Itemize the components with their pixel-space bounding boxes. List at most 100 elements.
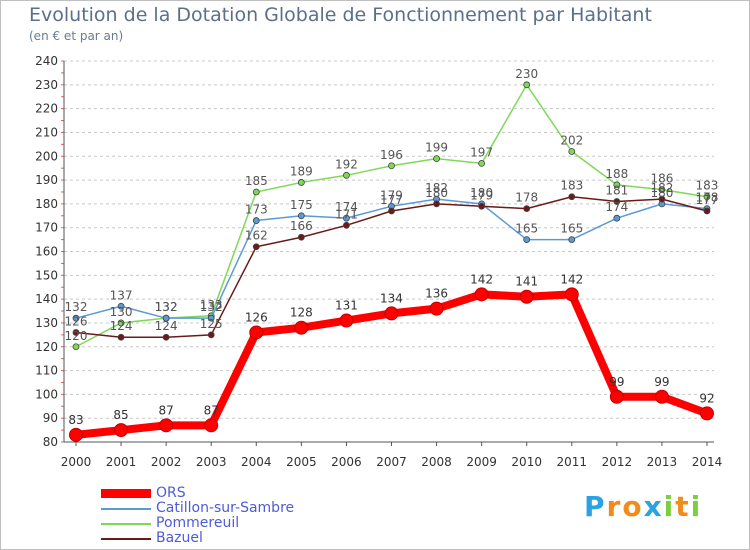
point-catillon-sur-sambre-2000 xyxy=(72,314,80,322)
legend-swatch-pommereuil xyxy=(101,523,151,525)
point-ors-2009 xyxy=(474,287,489,302)
point-ors-2006 xyxy=(339,313,354,328)
data-label-catillon-sur-sambre-2013: 180 xyxy=(650,186,673,200)
point-bazuel-2013 xyxy=(658,195,666,203)
legend: ORS Catillon-sur-Sambre Pommereuil Bazue… xyxy=(101,485,361,547)
logo-letter-5: i xyxy=(663,490,676,523)
point-pommereuil-2014 xyxy=(703,193,711,201)
data-label-pommereuil-2007: 196 xyxy=(380,148,403,162)
data-label-pommereuil-2009: 197 xyxy=(470,145,493,159)
y-tick-label-120: 120 xyxy=(35,340,58,354)
proxiti-logo: Proxiti xyxy=(584,490,702,523)
data-label-catillon-sur-sambre-2008: 182 xyxy=(425,181,448,195)
data-label-bazuel-2001: 124 xyxy=(110,319,133,333)
data-label-ors-2002: 87 xyxy=(158,403,173,417)
legend-label-ors: ORS xyxy=(156,485,186,501)
y-tick-label-190: 190 xyxy=(35,173,58,187)
point-ors-2002 xyxy=(159,418,174,433)
point-ors-2001 xyxy=(114,423,129,438)
series-layer xyxy=(69,81,714,442)
point-bazuel-2002 xyxy=(162,333,170,341)
logo-letter-6: t xyxy=(675,490,691,523)
data-label-catillon-sur-sambre-2014: 178 xyxy=(696,191,719,205)
point-ors-2013 xyxy=(654,389,669,404)
data-label-catillon-sur-sambre-2005: 175 xyxy=(290,198,313,212)
x-tick-label-2012: 2012 xyxy=(602,455,633,469)
chart-title: Evolution de la Dotation Globale de Fonc… xyxy=(29,4,652,26)
point-catillon-sur-sambre-2001 xyxy=(117,302,125,310)
legend-swatch-bazuel xyxy=(101,538,151,540)
point-ors-2010 xyxy=(519,289,534,304)
y-tick-label-220: 220 xyxy=(35,102,58,116)
point-catillon-sur-sambre-2012 xyxy=(613,214,621,222)
y-tick-label-150: 150 xyxy=(35,268,58,282)
point-ors-2000 xyxy=(69,427,83,442)
data-label-pommereuil-2005: 189 xyxy=(290,164,313,178)
logo-letter-2: r xyxy=(606,490,623,523)
data-label-ors-2014: 92 xyxy=(699,391,714,405)
x-tick-label-2006: 2006 xyxy=(331,455,362,469)
point-bazuel-2010 xyxy=(523,205,531,213)
legend-swatch-ors xyxy=(101,489,151,498)
data-label-bazuel-2012: 181 xyxy=(605,183,628,197)
data-label-bazuel-2006: 171 xyxy=(335,207,358,221)
point-catillon-sur-sambre-2005 xyxy=(297,212,305,220)
x-tick-label-2000: 2000 xyxy=(61,455,92,469)
y-tick-label-210: 210 xyxy=(35,125,58,139)
data-label-ors-2010: 141 xyxy=(515,275,538,289)
data-label-ors-2005: 128 xyxy=(290,306,313,320)
legend-item-pommereuil: Pommereuil xyxy=(101,515,361,532)
x-tick-label-2010: 2010 xyxy=(511,455,542,469)
legend-label-catillon: Catillon-sur-Sambre xyxy=(156,500,295,516)
data-label-pommereuil-2002: 132 xyxy=(155,300,178,314)
point-pommereuil-2008 xyxy=(433,155,440,163)
legend-swatch-catillon xyxy=(101,508,151,510)
y-tick-label-140: 140 xyxy=(35,292,58,306)
data-label-ors-2003: 87 xyxy=(204,403,219,417)
y-tick-label-230: 230 xyxy=(35,78,58,92)
point-catillon-sur-sambre-2004 xyxy=(252,217,260,224)
data-label-pommereuil-2012: 188 xyxy=(605,167,628,181)
data-label-bazuel-2014: 177 xyxy=(696,193,719,207)
y-tick-label-110: 110 xyxy=(35,364,58,378)
data-label-bazuel-2003: 125 xyxy=(200,317,223,331)
data-label-ors-2011: 142 xyxy=(560,272,583,286)
x-tick-label-2014: 2014 xyxy=(692,455,723,469)
point-catillon-sur-sambre-2011 xyxy=(568,236,576,243)
data-label-pommereuil-2006: 192 xyxy=(335,157,358,171)
data-label-pommereuil-2003: 133 xyxy=(200,298,223,312)
point-catillon-sur-sambre-2010 xyxy=(523,236,531,243)
y-tick-label-170: 170 xyxy=(35,221,58,235)
data-label-pommereuil-2004: 185 xyxy=(245,174,268,188)
data-label-pommereuil-2001: 130 xyxy=(110,305,133,319)
data-label-bazuel-2000: 126 xyxy=(65,314,88,328)
point-ors-2007 xyxy=(384,306,399,321)
point-bazuel-2014 xyxy=(703,207,711,215)
x-tick-label-2008: 2008 xyxy=(421,455,452,469)
legend-label-bazuel: Bazuel xyxy=(156,530,203,546)
y-tick-label-100: 100 xyxy=(35,387,58,401)
data-label-catillon-sur-sambre-2000: 132 xyxy=(65,300,88,314)
data-label-catillon-sur-sambre-2007: 179 xyxy=(380,188,403,202)
logo-letter-1: P xyxy=(584,490,607,523)
axis-layer: 80 90 100 110 120 130 140 150 160 170 180 190 200 210… xyxy=(35,54,722,469)
data-label-ors-2006: 131 xyxy=(335,299,358,313)
logo-letter-4: x xyxy=(643,490,664,523)
point-pommereuil-2007 xyxy=(388,162,395,170)
point-pommereuil-2010 xyxy=(523,81,531,89)
data-label-ors-2009: 142 xyxy=(470,272,493,286)
point-bazuel-2001 xyxy=(117,333,125,341)
point-pommereuil-2000 xyxy=(72,343,80,351)
point-pommereuil-2001 xyxy=(117,319,125,327)
point-bazuel-2008 xyxy=(433,200,440,208)
data-label-bazuel-2013: 182 xyxy=(650,181,673,195)
point-bazuel-2006 xyxy=(343,221,350,229)
point-catillon-sur-sambre-2006 xyxy=(343,214,350,222)
data-label-ors-2000: 83 xyxy=(68,413,83,427)
y-tick-label-240: 240 xyxy=(35,54,58,68)
point-pommereuil-2012 xyxy=(613,181,621,189)
point-bazuel-2005 xyxy=(297,233,305,241)
point-ors-2003 xyxy=(204,418,219,433)
point-bazuel-2012 xyxy=(613,198,621,205)
data-label-pommereuil-2011: 202 xyxy=(560,133,583,147)
